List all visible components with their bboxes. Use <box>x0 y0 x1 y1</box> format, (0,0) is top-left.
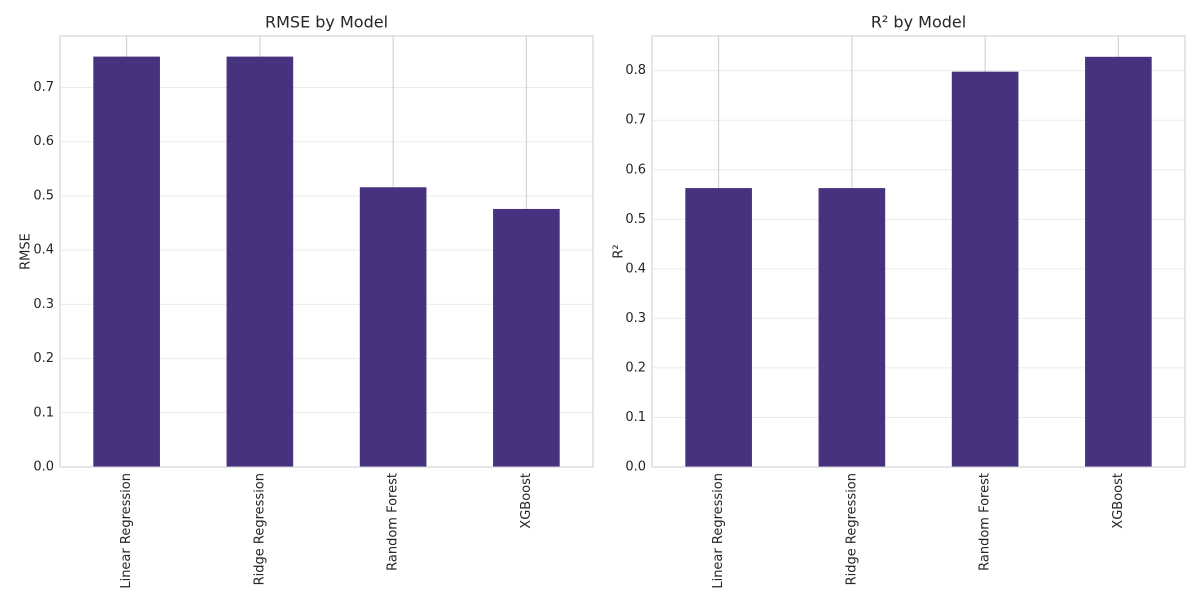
r2-ytick-label-6: 0.6 <box>625 162 646 177</box>
r2-ytick-label-2: 0.2 <box>625 360 646 375</box>
r2-bar-2 <box>951 71 1019 467</box>
rmse-xtick-label-1: Ridge Regression <box>252 473 267 585</box>
rmse-ytick-label-4: 0.4 <box>33 243 54 258</box>
r2-ytick-label-7: 0.7 <box>625 113 646 128</box>
r2-ytick-label-3: 0.3 <box>625 311 646 326</box>
r2-bar-0 <box>685 188 752 467</box>
r2-bar-3 <box>1085 56 1152 468</box>
rmse-ytick-label-5: 0.5 <box>33 188 54 203</box>
r2-ytick-label-4: 0.4 <box>625 261 646 276</box>
rmse-ytick-label-7: 0.7 <box>33 80 54 95</box>
rmse-ytick-label-3: 0.3 <box>33 297 54 312</box>
r2-xtick-label-2: Random Forest <box>978 473 993 571</box>
r2-xtick-label-3: XGBoost <box>1111 473 1126 529</box>
rmse-plot-frame <box>59 35 594 468</box>
r2-plot-frame <box>651 35 1186 468</box>
rmse-ytick-label-0: 0.0 <box>33 460 54 475</box>
rmse-ytick-label-6: 0.6 <box>33 134 54 149</box>
r2-ytick-label-0: 0.0 <box>625 460 646 475</box>
r2-ytick-label-5: 0.5 <box>625 212 646 227</box>
r2-xtick-label-1: Ridge Regression <box>844 473 859 585</box>
rmse-bar-0 <box>93 56 160 467</box>
rmse-bar-3 <box>493 208 560 467</box>
rmse-xtick-label-0: Linear Regression <box>119 473 134 589</box>
r2-ytick-label-1: 0.1 <box>625 410 646 425</box>
r2-ytick-label-8: 0.8 <box>625 63 646 78</box>
r2-xtick-label-0: Linear Regression <box>711 473 726 589</box>
rmse-bar-2 <box>359 187 427 468</box>
rmse-ytick-label-2: 0.2 <box>33 351 54 366</box>
rmse-xtick-label-3: XGBoost <box>519 473 534 529</box>
rmse-bar-1 <box>226 56 294 467</box>
r2-bar-1 <box>818 188 886 467</box>
rmse-ytick-label-1: 0.1 <box>33 405 54 420</box>
rmse-y-axis-label: RMSE <box>19 233 34 270</box>
rmse-xtick-label-2: Random Forest <box>386 473 401 571</box>
rmse-chart-title: RMSE by Model <box>265 13 388 32</box>
r2-y-axis-label: R² <box>612 244 627 258</box>
r2-chart-title: R² by Model <box>871 13 966 32</box>
